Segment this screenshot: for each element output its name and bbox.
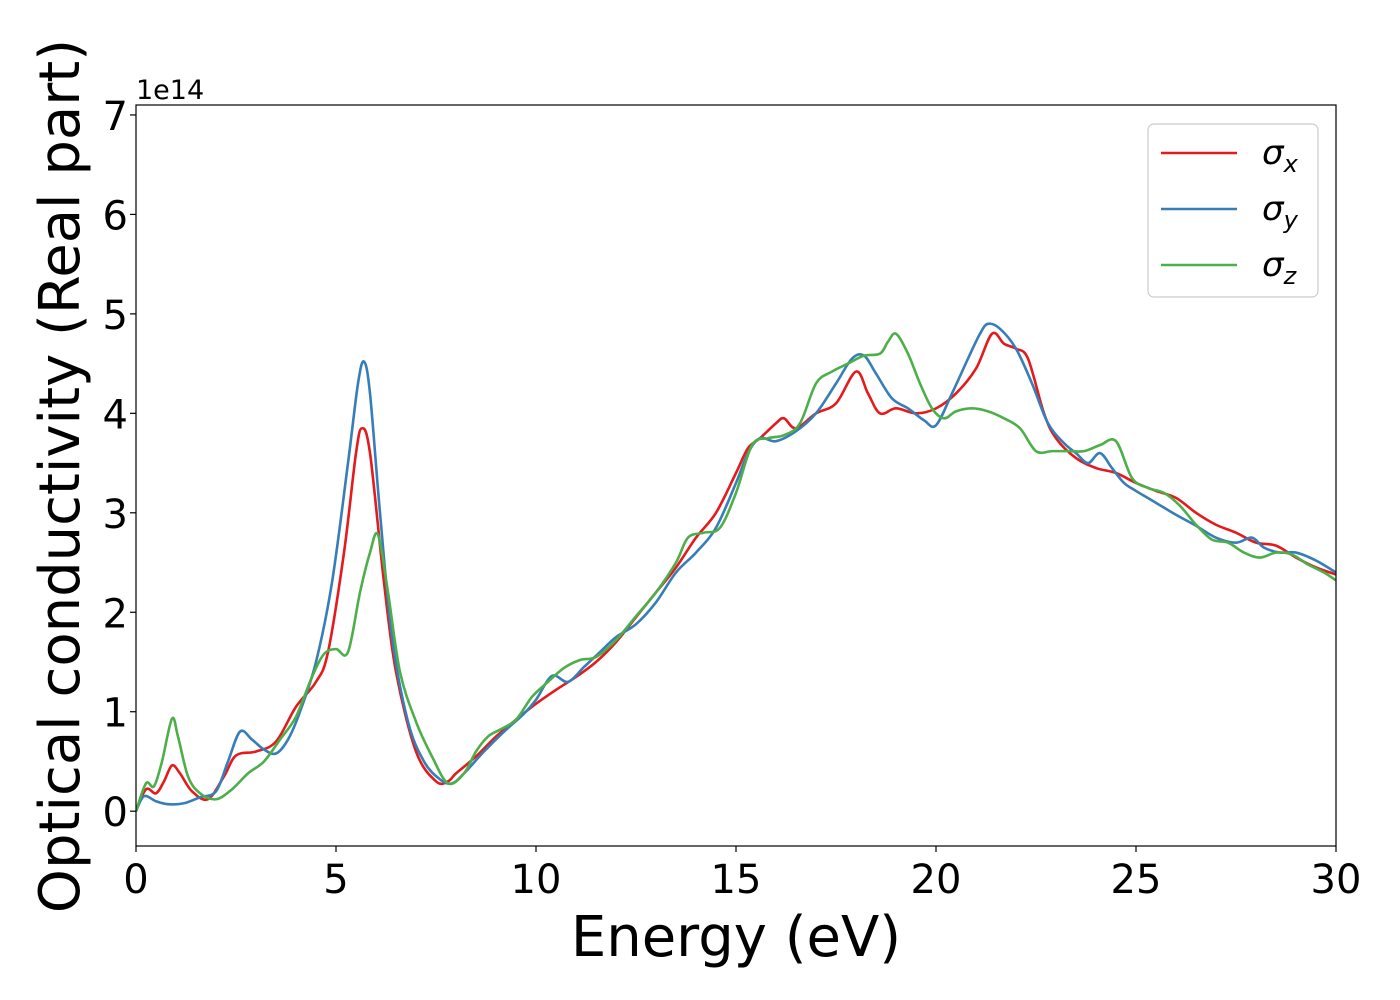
x-tick-label: 15: [711, 857, 762, 903]
legend-label-y: σy: [1262, 189, 1299, 234]
legend-frame: [1147, 123, 1319, 298]
y-tick-label: 7: [103, 94, 128, 140]
y-tick-label: 1: [103, 691, 128, 737]
y-tick-label: 0: [103, 790, 128, 836]
y-axis-multiplier: 1e14: [136, 75, 204, 106]
series-line-z: [136, 332, 1336, 812]
y-axis-label: Optical conductivity (Real part): [28, 39, 93, 913]
x-tick-label: 10: [511, 857, 562, 903]
x-tick-label: 0: [123, 857, 148, 903]
y-tick-label: 3: [103, 492, 128, 538]
y-tick-label: 5: [103, 293, 128, 339]
x-tick-label: 5: [323, 857, 348, 903]
series-layer: [136, 322, 1336, 812]
x-tick-label: 20: [911, 857, 962, 903]
x-axis-label: Energy (eV): [571, 905, 901, 970]
y-axis-ticks: 0 1 2 3 4 5 6 7: [103, 94, 136, 836]
x-tick-label: 30: [1311, 857, 1362, 903]
y-tick-label: 2: [103, 591, 128, 637]
y-tick-label: 6: [103, 193, 128, 239]
x-tick-label: 25: [1111, 857, 1162, 903]
x-axis-ticks: 0 5 10 15 20 25 30: [123, 846, 1361, 903]
y-tick-label: 4: [103, 392, 128, 438]
